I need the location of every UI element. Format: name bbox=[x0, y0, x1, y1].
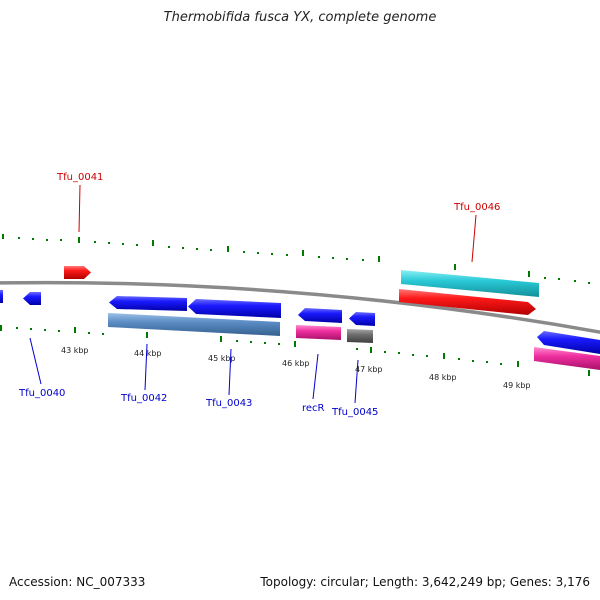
scale-label-49kbp: 49 kbp bbox=[503, 381, 531, 390]
gene-arrow-tfu-0046[interactable] bbox=[399, 289, 536, 315]
gene-label-tfu-0046[interactable]: Tfu_0046 bbox=[453, 202, 500, 213]
genome-backbone bbox=[0, 280, 600, 334]
tick-track-lower bbox=[0, 325, 590, 376]
scale-label-47kbp: 47 kbp bbox=[355, 365, 383, 374]
gene-arrow-tfu-0045[interactable] bbox=[349, 312, 375, 326]
cds-bar-tfu-0046[interactable] bbox=[401, 270, 539, 297]
scale-label-45kbp: 45 kbp bbox=[208, 354, 236, 363]
label-leaders bbox=[29, 184, 477, 404]
scale-label-46kbp: 46 kbp bbox=[282, 359, 310, 368]
scale-label-48kbp: 48 kbp bbox=[429, 373, 457, 382]
cds-bar-recr[interactable] bbox=[296, 325, 341, 340]
gene-arrow-tfu-0039[interactable] bbox=[0, 290, 3, 303]
tick-track-upper bbox=[2, 234, 590, 284]
gene-label-tfu-0042[interactable]: Tfu_0042 bbox=[120, 393, 167, 404]
scale-label-43kbp: 43 kbp bbox=[61, 346, 89, 355]
gene-label-tfu-0040[interactable]: Tfu_0040 bbox=[18, 388, 65, 399]
gene-label-recr[interactable]: recR bbox=[302, 403, 325, 414]
scale-label-44kbp: 44 kbp bbox=[134, 349, 162, 358]
gene-arrow-tfu-0047[interactable] bbox=[537, 331, 600, 354]
cds-bar-tfu-0047[interactable] bbox=[534, 347, 600, 370]
cds-bar-tfu-0042-0043[interactable] bbox=[108, 313, 280, 336]
gene-arrow-tfu-0042[interactable] bbox=[109, 296, 187, 311]
gene-label-tfu-0045[interactable]: Tfu_0045 bbox=[331, 407, 378, 418]
gene-arrow-tfu-0040[interactable] bbox=[23, 292, 41, 305]
genome-summary-text: Topology: circular; Length: 3,642,249 bp… bbox=[260, 575, 590, 589]
map-title: Thermobifida fusca YX, complete genome bbox=[163, 10, 437, 25]
gene-arrow-tfu-0041[interactable] bbox=[64, 266, 91, 279]
gene-label-tfu-0041[interactable]: Tfu_0041 bbox=[56, 172, 103, 183]
gene-arrow-tfu-0043[interactable] bbox=[188, 299, 281, 318]
cds-bar-tfu-0045[interactable] bbox=[347, 329, 373, 343]
gene-arrow-recr[interactable] bbox=[298, 308, 342, 323]
accession-text: Accession: NC_007333 bbox=[9, 575, 146, 589]
gene-label-tfu-0043[interactable]: Tfu_0043 bbox=[205, 398, 252, 409]
